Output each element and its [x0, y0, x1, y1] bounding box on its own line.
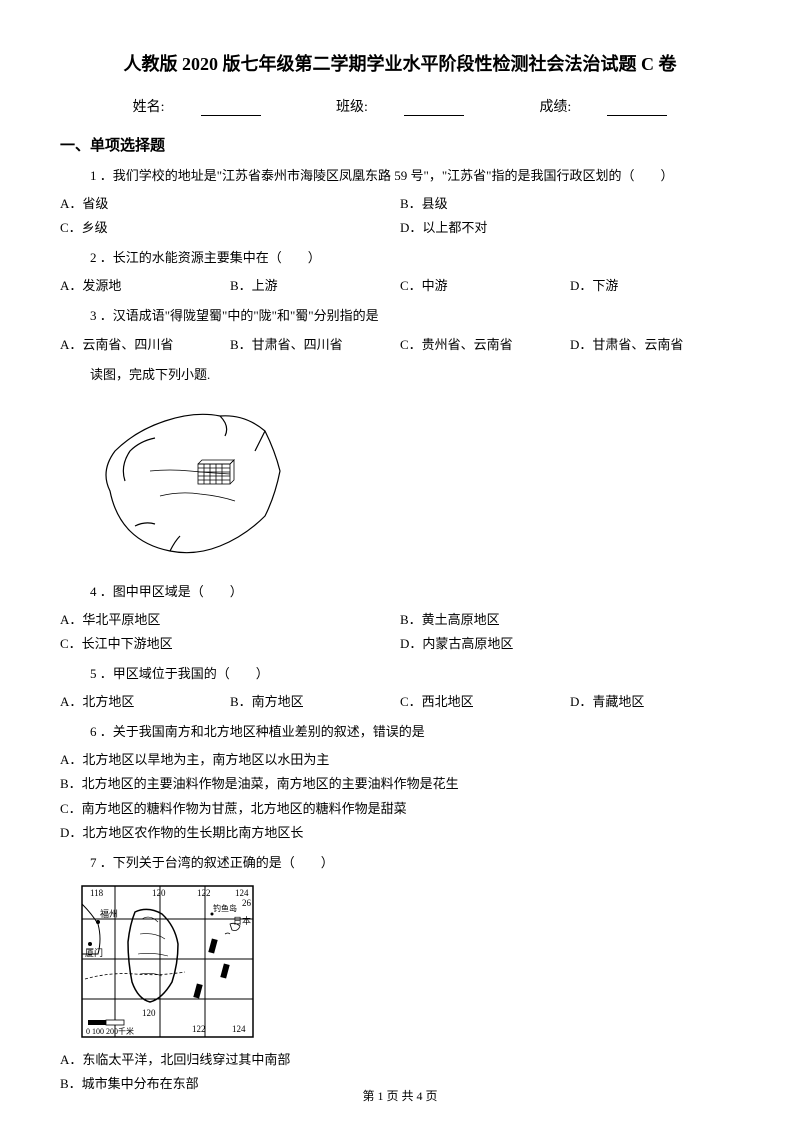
question-4: 4 ．图中甲区域是（ ）	[90, 581, 740, 603]
q4-opt-a: A．华北平原地区	[60, 609, 400, 631]
page-footer: 第 1 页 共 4 页	[0, 1087, 800, 1104]
label-120b: 120	[142, 1008, 156, 1018]
q5-opt-b: B．南方地区	[230, 691, 400, 713]
question-2: 2 ．长江的水能资源主要集中在（ ）	[90, 247, 740, 269]
q6-opt-b: B．北方地区的主要油料作物是油菜，南方地区的主要油料作物是花生	[60, 773, 740, 795]
label-diaoyu: 钓鱼岛	[213, 903, 237, 913]
q6-opt-a: A．北方地区以旱地为主，南方地区以水田为主	[60, 749, 740, 771]
label-xiamen: 厦门	[85, 947, 103, 958]
q1-options-row1: A．省级 B．县级	[60, 193, 740, 215]
label-fuzhou: 福州	[100, 908, 118, 919]
q2-opt-b: B．上游	[230, 275, 400, 297]
label-122b: 122	[192, 1024, 206, 1034]
info-row: 姓名: 班级: 成绩:	[60, 96, 740, 116]
q1-options-row2: C．乡级 D．以上都不对	[60, 217, 740, 239]
class-blank[interactable]	[404, 102, 464, 116]
q2-options: A．发源地 B．上游 C．中游 D．下游	[60, 275, 740, 297]
q3-opt-c: C．贵州省、云南省	[400, 334, 570, 356]
q7-opt-a: A．东临太平洋，北回归线穿过其中南部	[60, 1049, 740, 1071]
question-6: 6 ．关于我国南方和北方地区种植业差别的叙述，错误的是	[90, 721, 740, 743]
label-26: 26	[242, 898, 252, 908]
q4-opt-b: B．黄土高原地区	[400, 609, 740, 631]
label-scale: 0 100 200千米	[86, 1026, 134, 1036]
name-blank[interactable]	[201, 102, 261, 116]
q6-opt-d: D．北方地区农作物的生长期比南方地区长	[60, 822, 740, 844]
score-blank[interactable]	[607, 102, 667, 116]
q3-opt-b: B．甘肃省、四川省	[230, 334, 400, 356]
score-label: 成绩:	[539, 100, 571, 115]
page-title: 人教版 2020 版七年级第二学期学业水平阶段性检测社会法治试题 C 卷	[60, 50, 740, 76]
section-title: 一、单项选择题	[60, 134, 740, 155]
q1-opt-b: B．县级	[400, 193, 740, 215]
q1-opt-d: D．以上都不对	[400, 217, 740, 239]
q4-opt-c: C．长江中下游地区	[60, 633, 400, 655]
label-124b: 124	[232, 1024, 246, 1034]
label-120a: 120	[152, 888, 166, 898]
taiwan-map-figure: 118 120 122 124 26 福州 厦门 钓鱼岛 日本 120 122 …	[80, 884, 740, 1039]
q5-opt-a: A．北方地区	[60, 691, 230, 713]
q2-opt-c: C．中游	[400, 275, 570, 297]
label-japan: 日本	[233, 915, 251, 926]
question-5: 5 ．甲区域位于我国的（ ）	[90, 663, 740, 685]
q3-opt-a: A．云南省、四川省	[60, 334, 230, 356]
q1-opt-a: A．省级	[60, 193, 400, 215]
q5-options: A．北方地区 B．南方地区 C．西北地区 D．青藏地区	[60, 691, 740, 713]
class-label: 班级:	[336, 100, 368, 115]
q6-opt-c: C．南方地区的糖料作物为甘蔗，北方地区的糖料作物是甜菜	[60, 798, 740, 820]
q3-options: A．云南省、四川省 B．甘肃省、四川省 C．贵州省、云南省 D．甘肃省、云南省	[60, 334, 740, 356]
question-1: 1 ．我们学校的地址是"江苏省泰州市海陵区凤凰东路 59 号"，"江苏省"指的是…	[90, 165, 740, 187]
q4-opt-d: D．内蒙古高原地区	[400, 633, 740, 655]
question-7: 7 ．下列关于台湾的叙述正确的是（ ）	[90, 852, 740, 874]
instruction-1: 读图，完成下列小题.	[90, 364, 740, 386]
q2-opt-d: D．下游	[570, 275, 740, 297]
name-label: 姓名:	[133, 100, 165, 115]
q5-opt-c: C．西北地区	[400, 691, 570, 713]
label-118: 118	[90, 888, 104, 898]
q4-options-row1: A．华北平原地区 B．黄土高原地区	[60, 609, 740, 631]
q1-opt-c: C．乡级	[60, 217, 400, 239]
q4-options-row2: C．长江中下游地区 D．内蒙古高原地区	[60, 633, 740, 655]
q3-opt-d: D．甘肃省、云南省	[570, 334, 740, 356]
q2-opt-a: A．发源地	[60, 275, 230, 297]
china-map-figure	[80, 396, 740, 571]
q5-opt-d: D．青藏地区	[570, 691, 740, 713]
label-122a: 122	[197, 888, 211, 898]
label-124a: 124	[235, 888, 249, 898]
question-3: 3 ．汉语成语"得陇望蜀"中的"陇"和"蜀"分别指的是	[90, 305, 740, 327]
